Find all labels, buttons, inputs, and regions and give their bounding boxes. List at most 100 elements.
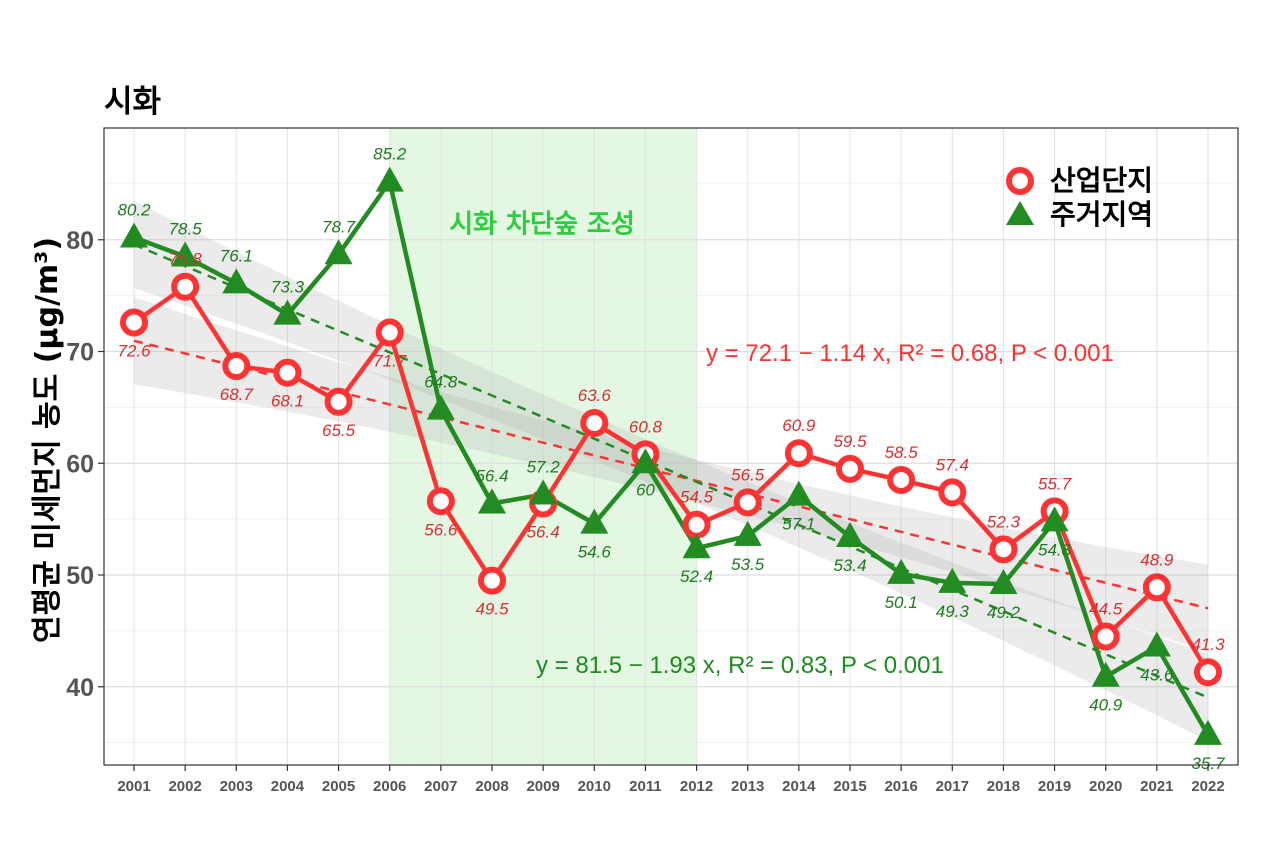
data-label: 50.1 bbox=[885, 593, 918, 612]
circle-marker bbox=[1091, 622, 1120, 651]
x-tick-label: 2010 bbox=[578, 778, 611, 795]
circle-marker bbox=[784, 439, 813, 468]
x-tick-label: 2015 bbox=[833, 778, 866, 795]
triangle-marker bbox=[938, 567, 967, 593]
data-label: 41.3 bbox=[1191, 635, 1225, 654]
data-label: 58.5 bbox=[885, 443, 919, 462]
confidence-band bbox=[134, 297, 1208, 652]
x-tick-label: 2014 bbox=[782, 778, 816, 795]
trend-line bbox=[133, 243, 1209, 699]
data-label: 40.9 bbox=[1089, 696, 1123, 715]
series-line bbox=[132, 284, 1210, 674]
triangle-marker bbox=[273, 299, 302, 325]
data-label: 56.5 bbox=[731, 465, 765, 484]
data-label: 56.4 bbox=[527, 522, 560, 541]
x-tick-label: 2007 bbox=[424, 778, 457, 795]
data-label: 78.5 bbox=[169, 220, 203, 239]
x-tick-label: 2003 bbox=[220, 778, 253, 795]
data-label: 54.6 bbox=[578, 543, 612, 562]
data-label: 57.4 bbox=[936, 455, 969, 474]
data-label: 85.2 bbox=[373, 145, 407, 164]
data-label: 60.8 bbox=[629, 417, 663, 436]
data-label: 43.6 bbox=[1140, 666, 1174, 685]
data-label: 60 bbox=[636, 480, 655, 499]
data-label: 52.3 bbox=[987, 512, 1021, 531]
data-label: 80.2 bbox=[117, 201, 151, 220]
triangle-marker bbox=[120, 222, 148, 248]
circle-marker bbox=[887, 466, 916, 495]
data-label: 57.1 bbox=[782, 515, 815, 534]
circle-marker bbox=[1194, 658, 1222, 687]
data-label: 44.5 bbox=[1089, 599, 1123, 618]
x-tick-label: 2001 bbox=[117, 778, 150, 795]
x-tick-label: 2013 bbox=[731, 778, 764, 795]
x-tick-label: 2016 bbox=[884, 778, 917, 795]
y-tick-label: 40 bbox=[66, 674, 94, 702]
x-tick-label: 2004 bbox=[271, 778, 305, 795]
x-tick-label: 2018 bbox=[987, 778, 1020, 795]
data-label: 63.6 bbox=[578, 386, 612, 405]
trend-equation-industrial: y = 72.1 − 1.14 x, R² = 0.68, P < 0.001 bbox=[706, 340, 1114, 367]
data-label: 53.5 bbox=[731, 555, 765, 574]
data-label: 76.1 bbox=[220, 246, 253, 265]
triangle-marker bbox=[324, 239, 353, 265]
circle-marker bbox=[478, 566, 506, 595]
data-label: 65.5 bbox=[322, 421, 356, 440]
x-tick-label: 2009 bbox=[526, 778, 559, 795]
data-label: 71.7 bbox=[373, 352, 407, 371]
legend-circle-marker bbox=[1006, 167, 1034, 195]
y-tick-label: 60 bbox=[66, 450, 94, 478]
triangle-marker bbox=[171, 241, 200, 267]
data-label: 57.2 bbox=[527, 458, 561, 477]
data-label: 53.4 bbox=[833, 556, 866, 575]
data-label: 52.4 bbox=[680, 567, 713, 586]
triangle-marker bbox=[529, 479, 558, 505]
triangle-marker bbox=[784, 480, 813, 506]
legend-triangle-marker bbox=[1006, 201, 1034, 225]
data-label: 73.3 bbox=[271, 278, 305, 297]
data-label: 56.4 bbox=[475, 466, 508, 485]
circle-marker bbox=[580, 409, 609, 438]
x-tick-label: 2006 bbox=[373, 778, 406, 795]
triangle-marker bbox=[682, 533, 711, 559]
x-tick-label: 2012 bbox=[680, 778, 713, 795]
data-label-layer: 72.6 75.8 68.7 68.1 65.5 71.7 56.6 49.5 56.4 63.6… bbox=[117, 145, 1225, 773]
triangle-marker bbox=[1194, 719, 1222, 745]
legend-label-residential: 주거지역 bbox=[1050, 198, 1154, 231]
circle-marker bbox=[938, 478, 967, 507]
data-label: 60.9 bbox=[782, 416, 816, 435]
x-tick-label: 2020 bbox=[1089, 778, 1122, 795]
triangle-marker bbox=[836, 522, 864, 548]
triangle-marker bbox=[887, 558, 916, 584]
triangle-marker bbox=[580, 508, 609, 534]
x-tick-label: 2021 bbox=[1140, 778, 1173, 795]
y-tick-label: 50 bbox=[66, 562, 94, 590]
triangle-marker bbox=[375, 166, 404, 192]
plot-frame bbox=[103, 127, 1239, 766]
circle-marker bbox=[324, 387, 353, 416]
x-tick-label: 2011 bbox=[629, 778, 662, 795]
circle-marker bbox=[375, 318, 404, 347]
circle-marker bbox=[733, 488, 762, 517]
trend-equation-residential: y = 81.5 − 1.93 x, R² = 0.83, P < 0.001 bbox=[536, 652, 944, 679]
data-label: 48.9 bbox=[1140, 550, 1174, 569]
x-tick-label: 2017 bbox=[936, 778, 969, 795]
data-label: 64.8 bbox=[424, 373, 458, 392]
axes-layer: 40 50 60 70 80 2001 2002 2003 2004 2005 2006 2007 20… bbox=[66, 127, 1239, 795]
data-label: 75.8 bbox=[169, 250, 203, 269]
x-tick-label: 2002 bbox=[168, 778, 201, 795]
data-label: 49.2 bbox=[987, 603, 1021, 622]
data-label: 49.5 bbox=[475, 600, 509, 619]
x-tick-label: 2022 bbox=[1191, 778, 1224, 795]
circle-marker bbox=[989, 535, 1018, 564]
triangle-marker bbox=[1142, 631, 1171, 657]
data-label: 78.7 bbox=[322, 217, 356, 236]
data-label: 55.7 bbox=[1038, 474, 1072, 493]
data-label: 35.7 bbox=[1191, 754, 1225, 773]
x-tick-label: 2019 bbox=[1038, 778, 1071, 795]
x-tick-label: 2008 bbox=[475, 778, 508, 795]
series-line-layer bbox=[132, 179, 1210, 736]
data-label: 68.1 bbox=[271, 392, 304, 411]
chart-title: 시화 bbox=[104, 84, 162, 120]
